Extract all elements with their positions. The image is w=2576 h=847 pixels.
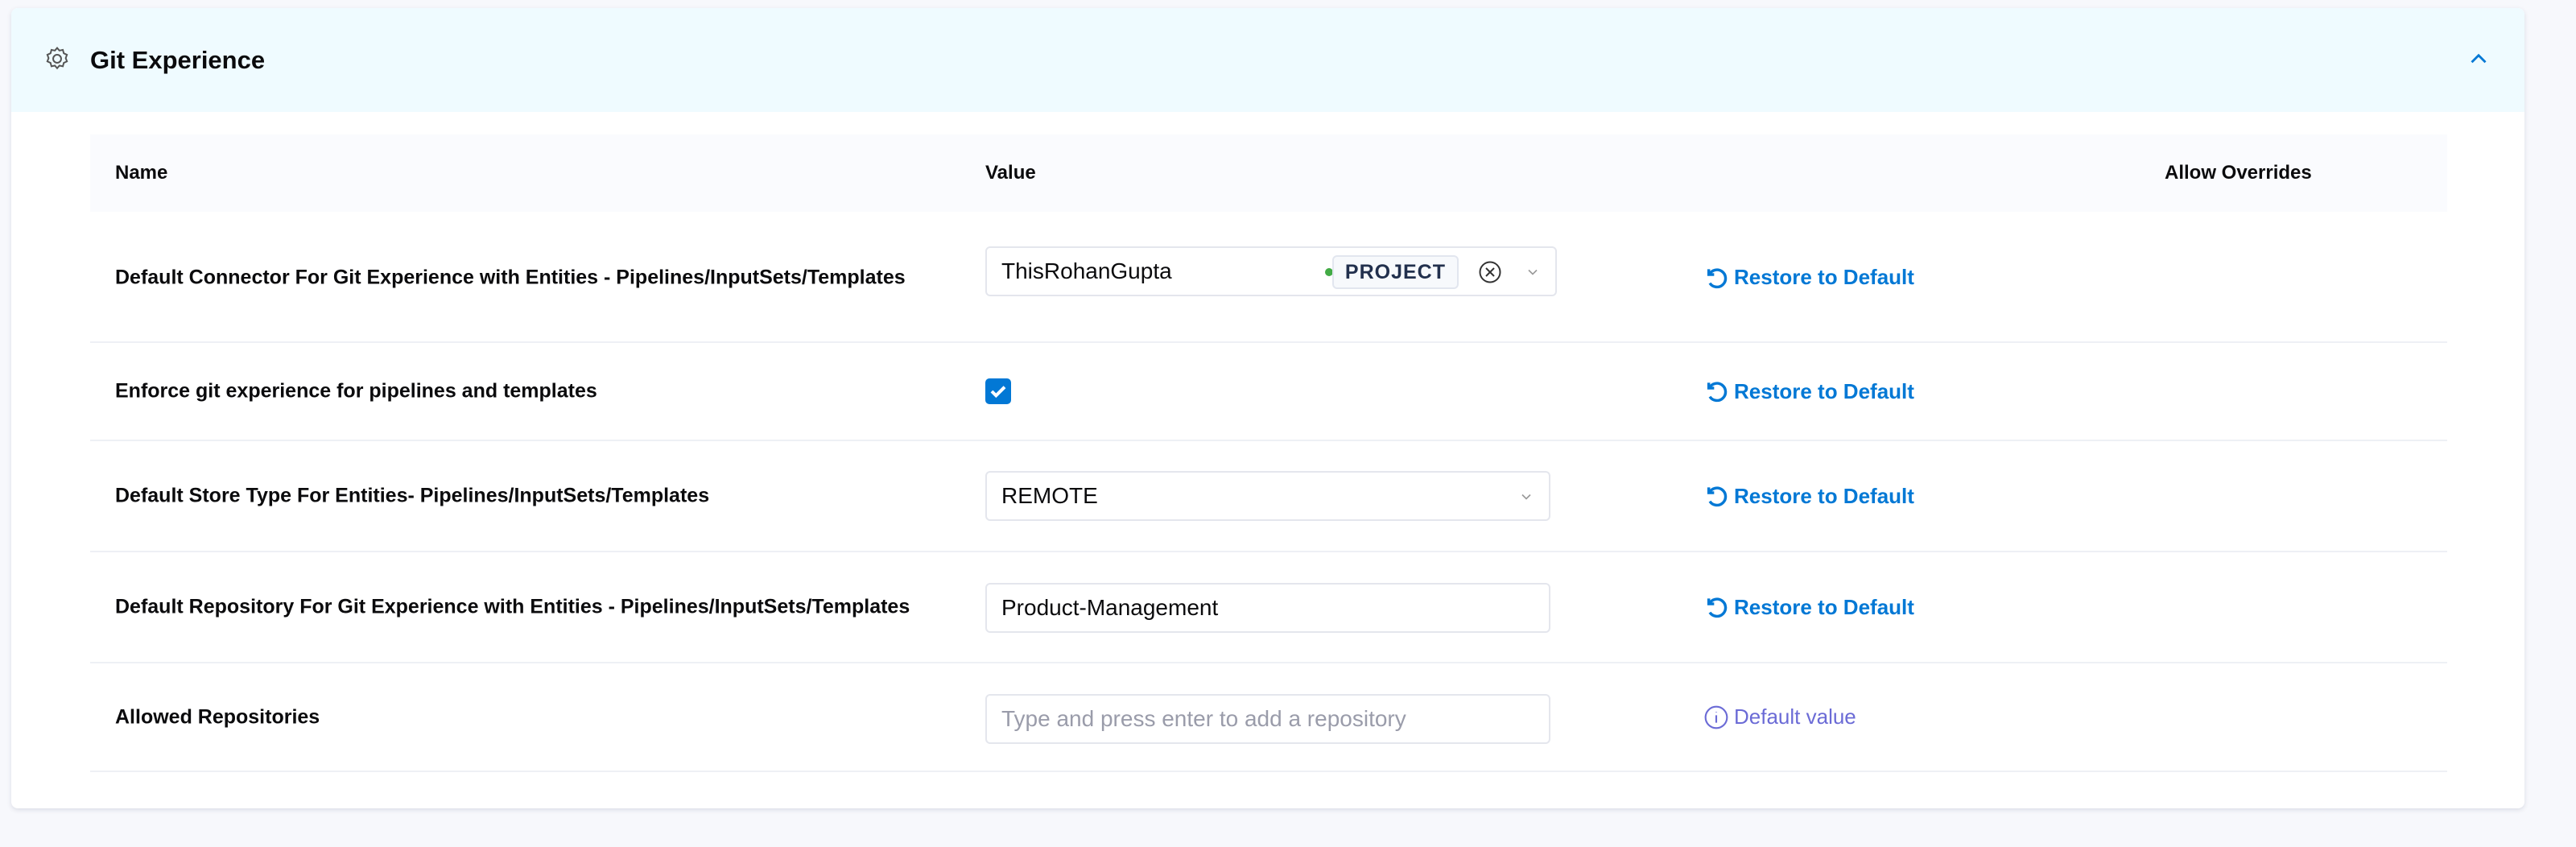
- table-row: Default Connector For Git Experience wit…: [90, 213, 2447, 343]
- restore-default-button[interactable]: Restore to Default: [1703, 594, 1914, 620]
- setting-name: Default Connector For Git Experience wit…: [115, 266, 906, 288]
- gear-icon: [46, 47, 68, 70]
- restore-icon: [1707, 597, 1728, 618]
- restore-label: Restore to Default: [1734, 483, 1914, 508]
- clear-icon[interactable]: [1478, 260, 1502, 284]
- repository-input[interactable]: Product-Management: [985, 583, 1550, 633]
- default-value-label: Default value: [1703, 704, 1856, 730]
- check-icon: [990, 386, 1006, 399]
- default-value-text: Default value: [1734, 704, 1856, 729]
- setting-name: Default Repository For Git Experience wi…: [115, 595, 910, 618]
- table-row: Enforce git experience for pipelines and…: [90, 343, 2447, 441]
- restore-label: Restore to Default: [1734, 594, 1914, 619]
- section-title: Git Experience: [90, 46, 266, 74]
- allowed-repositories-input[interactable]: Type and press enter to add a repository: [985, 694, 1550, 744]
- restore-icon: [1707, 486, 1728, 507]
- restore-label: Restore to Default: [1734, 378, 1914, 403]
- restore-label: Restore to Default: [1734, 265, 1914, 289]
- column-header-value: Value: [985, 162, 1036, 184]
- restore-icon: [1707, 267, 1728, 288]
- allowed-repositories-placeholder: Type and press enter to add a repository: [1001, 706, 1406, 731]
- restore-default-button[interactable]: Restore to Default: [1703, 378, 1914, 404]
- git-experience-card: Git Experience Name Value Allow Override…: [11, 8, 2524, 808]
- restore-icon: [1707, 382, 1728, 403]
- chevron-up-icon[interactable]: [2465, 45, 2492, 72]
- setting-name: Default Store Type For Entities- Pipelin…: [115, 484, 710, 507]
- chevron-down-icon[interactable]: [1525, 264, 1541, 280]
- section-header[interactable]: Git Experience: [11, 8, 2524, 112]
- table-row: Default Repository For Git Experience wi…: [90, 552, 2447, 663]
- column-header-overrides: Allow Overrides: [2165, 162, 2312, 184]
- enforce-checkbox[interactable]: [985, 378, 1011, 404]
- table-header: Name Value Allow Overrides: [90, 134, 2447, 212]
- setting-name: Allowed Repositories: [115, 705, 320, 728]
- chevron-down-icon[interactable]: [1518, 489, 1534, 505]
- connector-select[interactable]: ThisRohanGupta PROJECT: [985, 246, 1557, 296]
- table-row: Default Store Type For Entities- Pipelin…: [90, 441, 2447, 552]
- restore-default-button[interactable]: Restore to Default: [1703, 265, 1914, 291]
- connector-value: ThisRohanGupta: [1001, 258, 1172, 283]
- store-type-select[interactable]: REMOTE: [985, 471, 1550, 521]
- setting-name: Enforce git experience for pipelines and…: [115, 379, 597, 403]
- table-row: Allowed Repositories Type and press ente…: [90, 663, 2447, 772]
- column-header-name: Name: [115, 162, 168, 184]
- scope-badge: PROJECT: [1331, 255, 1459, 289]
- restore-default-button[interactable]: Restore to Default: [1703, 483, 1914, 509]
- store-type-value: REMOTE: [1001, 483, 1098, 508]
- info-icon: [1704, 705, 1728, 729]
- repository-value: Product-Management: [1001, 595, 1219, 620]
- status-dot: [1325, 268, 1333, 276]
